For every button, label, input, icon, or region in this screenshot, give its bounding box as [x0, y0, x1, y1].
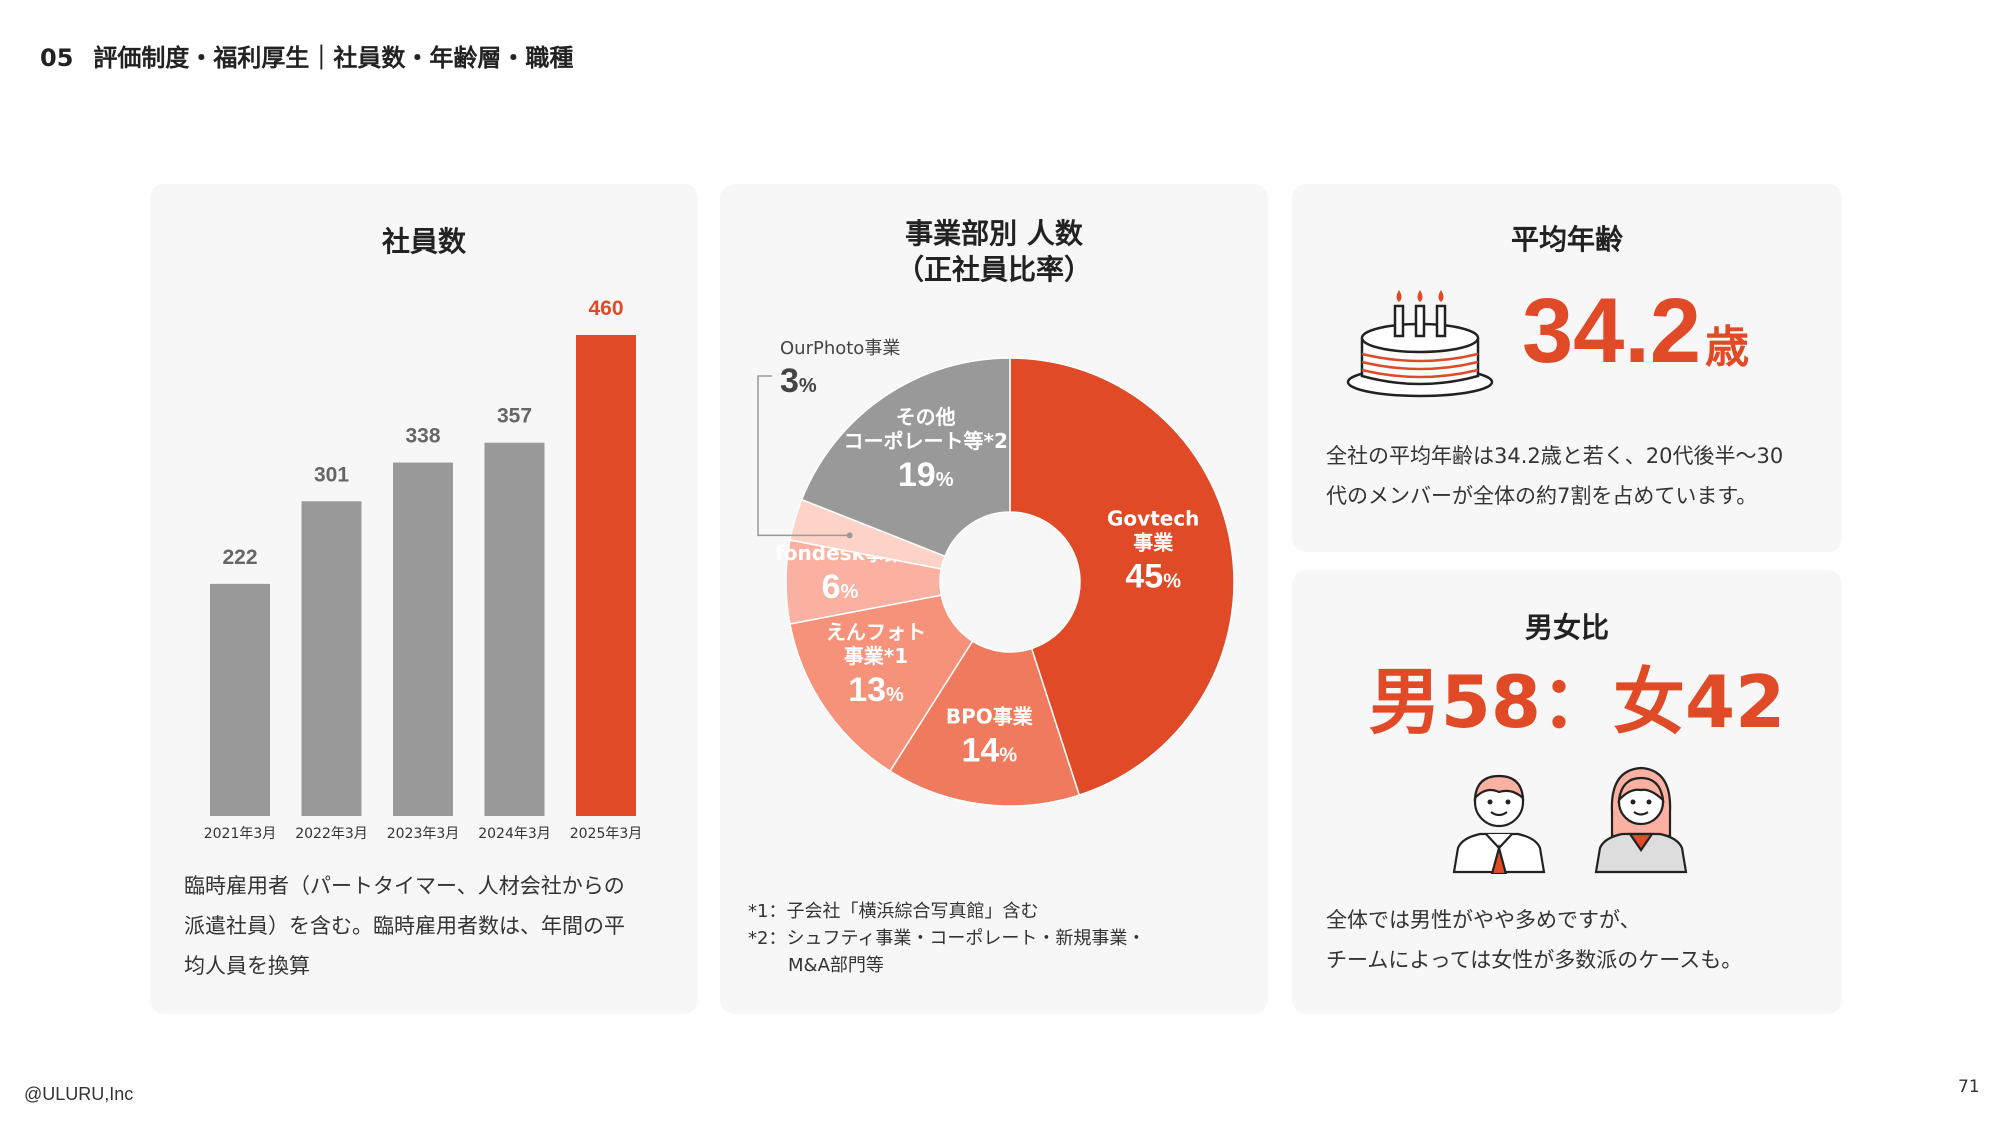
page-title: 評価制度・福利厚生｜社員数・年齢層・職種 [93, 44, 574, 72]
employee-count-description: 臨時雇用者（パートタイマー、人材会社からの 派遣社員）を含む。臨時雇用者数は、年… [184, 866, 684, 986]
division-title-line: 事業部別 人数 [905, 217, 1083, 250]
description-line: 臨時雇用者（パートタイマー、人材会社からの [184, 874, 625, 898]
footnote-line: M&A部門等 [788, 955, 884, 976]
division-title-line: （正社員比率） [895, 253, 1092, 287]
average-age-value: 34.2歳 [1522, 285, 1749, 377]
age-number: 34.2 [1522, 280, 1702, 382]
description-line: 均人員を換算 [184, 954, 310, 978]
gender-ratio-value: 男58：女42 [1368, 660, 1786, 744]
birthday-cake-icon [1346, 290, 1494, 398]
average-age-description: 全社の平均年齢は34.2歳と若く、20代後半〜30 代のメンバーが全体の約7割を… [1326, 436, 1826, 516]
company-credit: @ULURU,Inc [24, 1084, 134, 1104]
average-age-title: 平均年齢 [1510, 223, 1623, 256]
description-line: 派遣社員）を含む。臨時雇用者数は、年間の平 [184, 914, 625, 938]
page-number: 71 [1958, 1077, 1980, 1097]
age-unit: 歳 [1705, 322, 1750, 373]
division-card: 事業部別 人数 （正社員比率） *1：子会社「横浜綜合写真館」含む *2：シュフ… [720, 184, 1268, 1014]
description-line: 代のメンバーが全体の約7割を占めています。 [1326, 484, 1758, 508]
gender-ratio-title: 男女比 [1524, 611, 1609, 644]
female-employee-icon [1594, 766, 1688, 874]
division-title: 事業部別 人数 （正社員比率） [720, 216, 1268, 289]
footnote-line: *1：子会社「横浜綜合写真館」含む [748, 901, 1039, 922]
division-footnotes: *1：子会社「横浜綜合写真館」含む *2：シュフティ事業・コーポレート・新規事業… [748, 898, 1258, 979]
male-employee-icon [1452, 774, 1546, 874]
section-number: 05 [40, 44, 74, 72]
employee-count-title: 社員数 [381, 225, 466, 258]
footnote-line: *2：シュフティ事業・コーポレート・新規事業・ [748, 928, 1146, 949]
gender-ratio-description: 全体では男性がやや多めですが、 チームによっては女性が多数派のケースも。 [1326, 900, 1826, 980]
description-line: 全社の平均年齢は34.2歳と若く、20代後半〜30 [1326, 444, 1784, 468]
gender-ratio-card: 男女比 全体では男性がやや多めですが、 チームによっては女性が多数派のケースも。 [1292, 570, 1842, 1014]
description-line: 全体では男性がやや多めですが、 [1326, 908, 1641, 932]
average-age-card: 平均年齢 全社の平均年齢は34.2歳と若く、20代後半〜30 代のメンバーが全体… [1292, 184, 1842, 552]
page-header: 05 評価制度・福利厚生｜社員数・年齢層・職種 [40, 38, 573, 73]
description-line: チームによっては女性が多数派のケースも。 [1326, 948, 1743, 972]
employee-count-card: 社員数 臨時雇用者（パートタイマー、人材会社からの 派遣社員）を含む。臨時雇用者… [150, 184, 698, 1014]
